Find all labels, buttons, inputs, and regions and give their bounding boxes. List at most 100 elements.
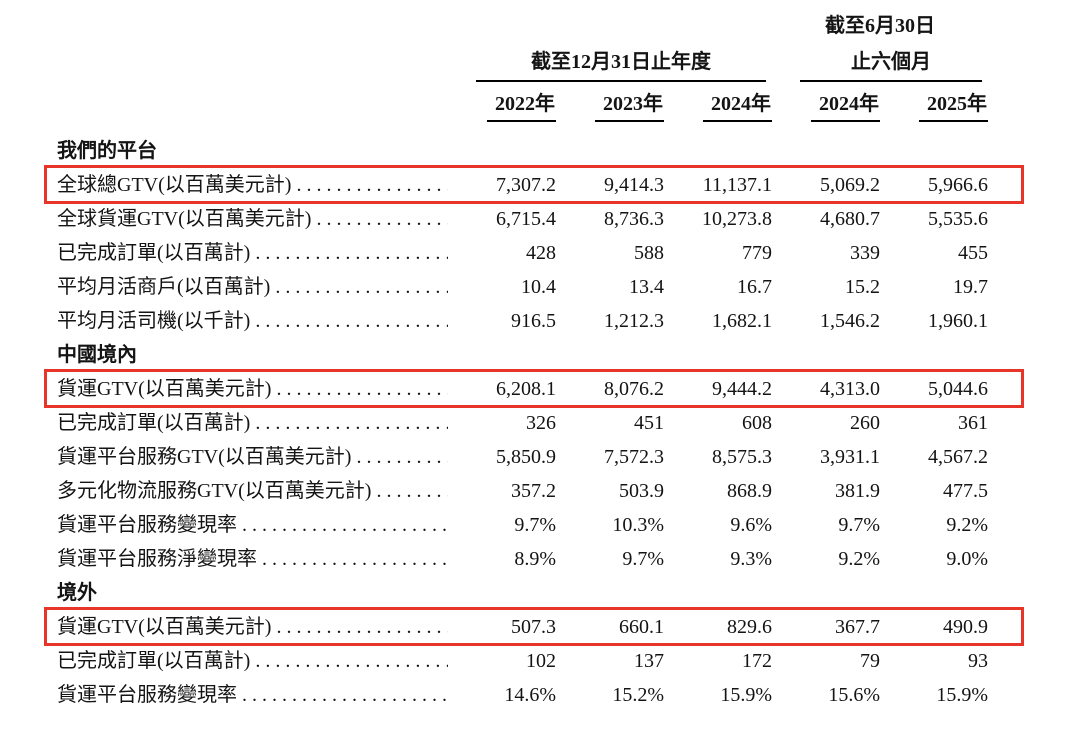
table-row: 貨運GTV(以百萬美元計). . . . . . . . . . . . . .… [44, 369, 1024, 408]
row-label: 平均月活司機(以千計). . . . . . . . . . . . . . .… [57, 304, 448, 338]
dot-leader: . . . . . . . . . . . . . . . . . . . . … [255, 242, 448, 264]
cell-value: 4,567.2 [928, 446, 988, 468]
table-row: 貨運平台服務變現率. . . . . . . . . . . . . . . .… [57, 508, 988, 542]
dot-leader: . . . . . . . . . . . . . . . . . . . . … [276, 378, 448, 400]
cell-value: 137 [634, 650, 664, 672]
cell-value: 455 [958, 242, 988, 264]
row-label: 多元化物流服務GTV(以百萬美元計). . . . . . . . . . . … [57, 474, 448, 508]
cell-value: 588 [634, 242, 664, 264]
row-label-text: 已完成訂單(以百萬計) [57, 650, 251, 672]
cell-value: 9.0% [946, 548, 988, 570]
table-row: 貨運平台服務變現率. . . . . . . . . . . . . . . .… [57, 678, 988, 712]
row-label: 貨運平台服務變現率. . . . . . . . . . . . . . . .… [57, 678, 448, 712]
year-header-text: 2024年 [703, 87, 772, 122]
row-label: 貨運平台服務變現率. . . . . . . . . . . . . . . .… [57, 508, 448, 542]
year-header: 2024年 [772, 87, 880, 122]
cell-value: 660.1 [619, 616, 664, 638]
cell-value: 1,546.2 [820, 310, 880, 332]
cell-value: 93 [968, 650, 988, 672]
row-label-text: 貨運平台服務變現率 [57, 514, 237, 536]
cell-value: 15.9% [936, 684, 988, 706]
header-group-interim-line2: 止六個月 [800, 44, 982, 82]
section-header: 中國境內 [57, 338, 988, 372]
cell-value: 9,414.3 [604, 174, 664, 196]
row-label-text: 多元化物流服務GTV(以百萬美元計) [57, 480, 372, 502]
header-group-annual-line1 [448, 8, 772, 44]
row-label-text: 貨運平台服務變現率 [57, 684, 237, 706]
year-header: 2024年 [664, 87, 772, 122]
row-label: 貨運平台服務淨變現率. . . . . . . . . . . . . . . … [57, 542, 448, 576]
cell-value: 8,575.3 [712, 446, 772, 468]
dot-leader: . . . . . . . . . . . . . . . . . . . . … [376, 480, 448, 502]
row-label: 貨運GTV(以百萬美元計). . . . . . . . . . . . . .… [57, 372, 448, 406]
year-header-text: 2022年 [487, 87, 556, 122]
dot-leader: . . . . . . . . . . . . . . . . . . . . … [316, 208, 448, 230]
cell-value: 381.9 [835, 480, 880, 502]
row-label-text: 貨運平台服務淨變現率 [57, 548, 257, 570]
cell-value: 16.7 [737, 276, 772, 298]
table-row: 貨運平台服務GTV(以百萬美元計). . . . . . . . . . . .… [57, 440, 988, 474]
row-label-text: 貨運GTV(以百萬美元計) [57, 616, 272, 638]
cell-value: 6,208.1 [496, 378, 556, 400]
row-label-text: 貨運GTV(以百萬美元計) [57, 378, 272, 400]
year-header-text: 2023年 [595, 87, 664, 122]
cell-value: 367.7 [835, 616, 880, 638]
row-label-text: 平均月活商戶(以百萬計) [57, 276, 271, 298]
table-row: 全球貨運GTV(以百萬美元計). . . . . . . . . . . . .… [57, 202, 988, 236]
dot-leader: . . . . . . . . . . . . . . . . . . . . … [242, 514, 448, 536]
table-row: 已完成訂單(以百萬計). . . . . . . . . . . . . . .… [57, 406, 988, 440]
year-header: 2022年 [448, 87, 556, 122]
row-label-text: 已完成訂單(以百萬計) [57, 242, 251, 264]
table-row: 多元化物流服務GTV(以百萬美元計). . . . . . . . . . . … [57, 474, 988, 508]
section-title: 境外 [57, 582, 97, 604]
cell-value: 451 [634, 412, 664, 434]
cell-value: 15.2 [845, 276, 880, 298]
row-label: 境外 [57, 576, 988, 610]
cell-value: 503.9 [619, 480, 664, 502]
cell-value: 6,715.4 [496, 208, 556, 230]
row-label-text: 全球貨運GTV(以百萬美元計) [57, 208, 312, 230]
table-row: 已完成訂單(以百萬計). . . . . . . . . . . . . . .… [57, 644, 988, 678]
cell-value: 5,044.6 [928, 378, 988, 400]
cell-value: 9,444.2 [712, 378, 772, 400]
cell-value: 7,307.2 [496, 174, 556, 196]
cell-value: 4,313.0 [820, 378, 880, 400]
cell-value: 15.6% [828, 684, 880, 706]
row-label: 平均月活商戶(以百萬計). . . . . . . . . . . . . . … [57, 270, 448, 304]
table-row: 平均月活司機(以千計). . . . . . . . . . . . . . .… [57, 304, 988, 338]
cell-value: 507.3 [511, 616, 556, 638]
row-label: 貨運平台服務GTV(以百萬美元計). . . . . . . . . . . .… [57, 440, 448, 474]
dot-leader: . . . . . . . . . . . . . . . . . . . . … [356, 446, 448, 468]
row-label: 中國境內 [57, 338, 988, 372]
cell-value: 10.3% [612, 514, 664, 536]
section-header: 境外 [57, 576, 988, 610]
cell-value: 339 [850, 242, 880, 264]
cell-value: 13.4 [629, 276, 664, 298]
cell-value: 5,535.6 [928, 208, 988, 230]
row-label: 我們的平台 [57, 134, 988, 168]
cell-value: 9.3% [730, 548, 772, 570]
cell-value: 19.7 [953, 276, 988, 298]
cell-value: 1,212.3 [604, 310, 664, 332]
row-label: 已完成訂單(以百萬計). . . . . . . . . . . . . . .… [57, 406, 448, 440]
row-label: 全球貨運GTV(以百萬美元計). . . . . . . . . . . . .… [57, 202, 448, 236]
table-row: 已完成訂單(以百萬計). . . . . . . . . . . . . . .… [57, 236, 988, 270]
cell-value: 5,069.2 [820, 174, 880, 196]
dot-leader: . . . . . . . . . . . . . . . . . . . . … [255, 650, 448, 672]
year-header-text: 2024年 [811, 87, 880, 122]
cell-value: 829.6 [727, 616, 772, 638]
row-label-text: 貨運平台服務GTV(以百萬美元計) [57, 446, 352, 468]
table-row: 全球總GTV(以百萬美元計). . . . . . . . . . . . . … [44, 165, 1024, 204]
row-label-text: 全球總GTV(以百萬美元計) [57, 174, 292, 196]
cell-value: 9.6% [730, 514, 772, 536]
cell-value: 357.2 [511, 480, 556, 502]
cell-value: 490.9 [943, 616, 988, 638]
cell-value: 428 [526, 242, 556, 264]
cell-value: 9.2% [838, 548, 880, 570]
cell-value: 7,572.3 [604, 446, 664, 468]
header-label-spacer [57, 8, 448, 82]
dot-leader: . . . . . . . . . . . . . . . . . . . . … [262, 548, 448, 570]
dot-leader: . . . . . . . . . . . . . . . . . . . . … [242, 684, 448, 706]
cell-value: 477.5 [943, 480, 988, 502]
